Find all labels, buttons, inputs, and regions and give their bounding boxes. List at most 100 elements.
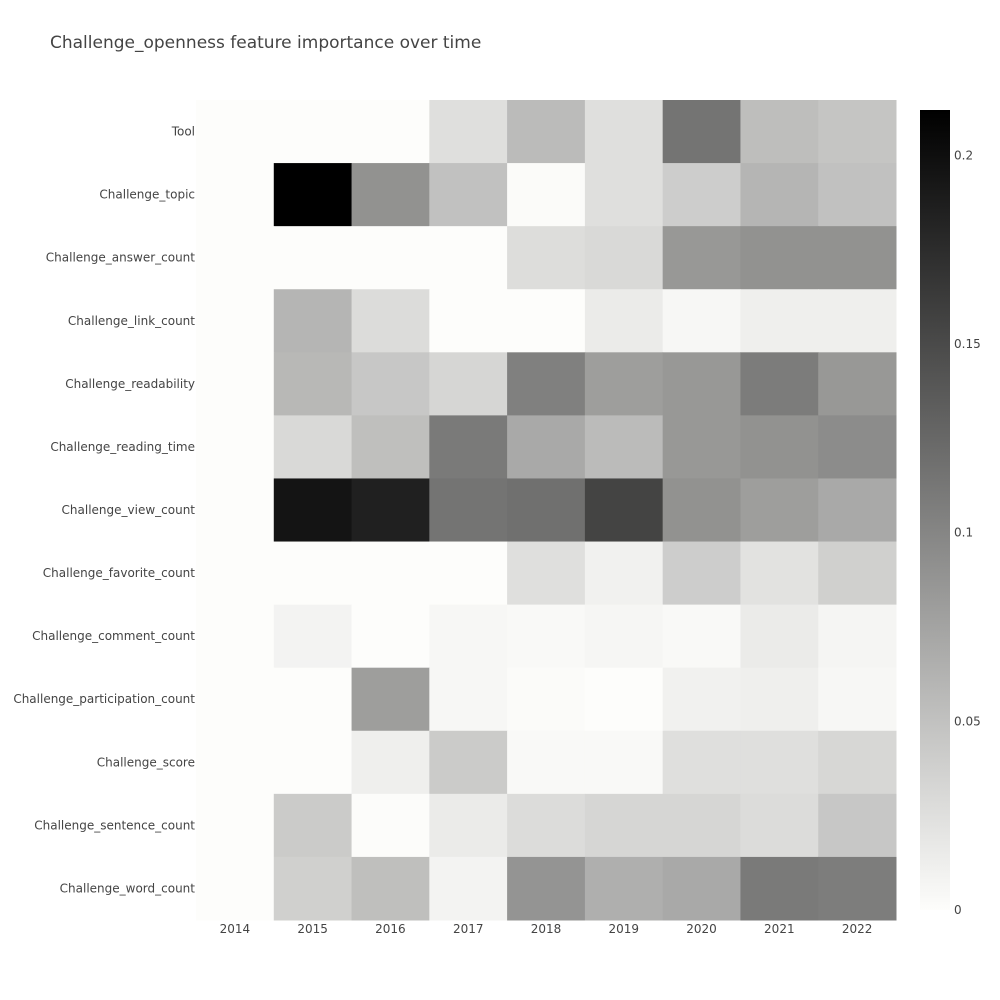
heatmap-cell: [429, 226, 508, 290]
heatmap-cell: [818, 541, 897, 606]
heatmap-cell: [818, 604, 897, 669]
heatmap-cell: [273, 604, 353, 669]
heatmap-cell: [507, 352, 586, 416]
heatmap-cell: [429, 289, 508, 353]
heatmap-cell: [351, 415, 430, 479]
heatmap-cell: [273, 730, 353, 795]
heatmap-cell: [507, 478, 586, 543]
heatmap-cell: [662, 667, 741, 732]
heatmap-cell: [818, 856, 897, 921]
heatmap-cell: [818, 226, 897, 290]
heatmap-cell: [273, 415, 353, 479]
y-tick-label: Challenge_view_count: [62, 503, 196, 517]
heatmap-cell: [740, 604, 819, 669]
y-tick-label: Challenge_comment_count: [32, 629, 195, 643]
heatmap-cell: [351, 604, 430, 669]
heatmap-cell: [740, 100, 819, 164]
heatmap-cell: [196, 730, 275, 795]
heatmap-cell: [196, 352, 275, 416]
heatmap-cell: [196, 226, 275, 290]
y-tick-label: Tool: [171, 125, 195, 139]
heatmap-cell: [351, 352, 430, 416]
heatmap-cell: [273, 100, 353, 164]
y-tick-label: Challenge_link_count: [68, 314, 195, 328]
heatmap-cell: [351, 100, 430, 164]
heatmap-cell: [507, 415, 586, 479]
heatmap-cell: [196, 856, 275, 921]
heatmap-cell: [584, 667, 664, 732]
heatmap-cell: [584, 793, 664, 858]
colorbar-tick-label: 0.05: [954, 714, 981, 728]
heatmap-cell: [507, 100, 586, 164]
heatmap-cell: [429, 730, 508, 795]
heatmap-cell: [351, 541, 430, 606]
heatmap-cell: [273, 856, 353, 921]
heatmap-cell: [818, 730, 897, 795]
heatmap-cell: [273, 289, 353, 353]
heatmap-cell: [429, 856, 508, 921]
heatmap-cell: [507, 667, 586, 732]
heatmap-cell: [507, 541, 586, 606]
heatmap-cell: [662, 856, 741, 921]
y-tick-label: Challenge_participation_count: [13, 692, 195, 706]
heatmap-cell: [273, 163, 353, 227]
heatmap-cell: [429, 667, 508, 732]
heatmap-cell: [429, 478, 508, 543]
heatmap-cell: [584, 541, 664, 606]
heatmap-cell: [662, 604, 741, 669]
colorbar: [920, 110, 950, 910]
heatmap-cell: [662, 730, 741, 795]
heatmap-cell: [740, 793, 819, 858]
heatmap-cell: [740, 541, 819, 606]
heatmap-cell: [196, 604, 275, 669]
heatmap-cell: [507, 163, 586, 227]
y-tick-label: Challenge_readability: [65, 377, 195, 391]
heatmap-cell: [740, 856, 819, 921]
heatmap-cell: [740, 226, 819, 290]
heatmap-cell: [429, 541, 508, 606]
y-tick-label: Challenge_favorite_count: [43, 566, 196, 580]
heatmap-cell: [584, 289, 664, 353]
heatmap-cell: [196, 793, 275, 858]
heatmap-cell: [273, 352, 353, 416]
heatmap-cell: [429, 352, 508, 416]
x-tick-label: 2017: [453, 922, 484, 936]
colorbar-tick-labels: 0 0.05 0.1 0.15 0.2: [954, 148, 981, 917]
heatmap-cell: [818, 667, 897, 732]
heatmap-cell: [740, 667, 819, 732]
heatmap-cell: [662, 100, 741, 164]
heatmap-cell: [584, 730, 664, 795]
heatmap-cell: [196, 415, 275, 479]
x-tick-label: 2016: [375, 922, 406, 936]
heatmap-cell: [818, 352, 897, 416]
heatmap-cell: [740, 478, 819, 543]
heatmap-cell: [584, 100, 664, 164]
y-tick-label: Challenge_word_count: [60, 881, 196, 895]
y-tick-label: Challenge_sentence_count: [34, 818, 195, 832]
heatmap-cell: [507, 226, 586, 290]
x-tick-label: 2020: [686, 922, 717, 936]
heatmap-cells: [196, 100, 897, 921]
y-tick-label: Challenge_answer_count: [46, 251, 195, 265]
heatmap-cell: [818, 163, 897, 227]
y-axis-tick-labels: Tool Challenge_topic Challenge_answer_coun…: [13, 125, 195, 896]
y-tick-label: Challenge_score: [97, 755, 195, 769]
heatmap-cell: [818, 289, 897, 353]
heatmap-cell: [584, 604, 664, 669]
heatmap-cell: [818, 793, 897, 858]
heatmap-cell: [662, 415, 741, 479]
heatmap-cell: [196, 289, 275, 353]
heatmap-cell: [273, 793, 353, 858]
heatmap-cell: [662, 163, 741, 227]
heatmap-cell: [507, 289, 586, 353]
heatmap-cell: [662, 478, 741, 543]
x-tick-label: 2021: [764, 922, 795, 936]
heatmap-cell: [351, 289, 430, 353]
heatmap-cell: [818, 415, 897, 479]
heatmap-cell: [429, 100, 508, 164]
x-tick-label: 2022: [842, 922, 873, 936]
heatmap-cell: [351, 226, 430, 290]
heatmap-cell: [584, 163, 664, 227]
